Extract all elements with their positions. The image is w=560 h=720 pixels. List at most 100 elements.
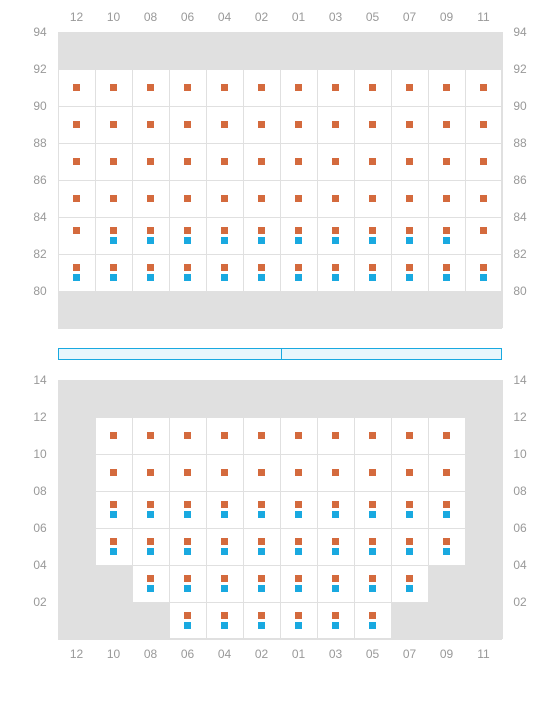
orange-marker: [221, 195, 228, 202]
blue-marker: [258, 274, 265, 281]
blue-marker: [221, 511, 228, 518]
orange-marker: [443, 227, 450, 234]
orange-marker: [295, 501, 302, 508]
row-label-left: 94: [28, 25, 52, 39]
orange-marker: [295, 469, 302, 476]
orange-marker: [184, 158, 191, 165]
col-label: 06: [176, 647, 200, 661]
orange-marker: [147, 432, 154, 439]
upper-section: [58, 32, 502, 328]
blue-marker: [73, 274, 80, 281]
orange-marker: [73, 195, 80, 202]
row-label-left: 06: [28, 521, 52, 535]
orange-marker: [184, 612, 191, 619]
orange-marker: [332, 84, 339, 91]
orange-marker: [406, 575, 413, 582]
blue-marker: [332, 622, 339, 629]
orange-marker: [332, 469, 339, 476]
orange-marker: [221, 158, 228, 165]
orange-marker: [443, 538, 450, 545]
blue-marker: [295, 511, 302, 518]
orange-marker: [480, 121, 487, 128]
orange-marker: [369, 121, 376, 128]
col-label: 01: [287, 647, 311, 661]
blue-marker: [443, 511, 450, 518]
blue-marker: [147, 237, 154, 244]
orange-marker: [332, 432, 339, 439]
orange-marker: [369, 158, 376, 165]
orange-marker: [258, 195, 265, 202]
blue-marker: [443, 548, 450, 555]
orange-marker: [332, 612, 339, 619]
orange-marker: [295, 121, 302, 128]
orange-marker: [480, 84, 487, 91]
orange-marker: [184, 264, 191, 271]
col-label: 03: [324, 647, 348, 661]
col-label: 07: [398, 10, 422, 24]
row-label-left: 04: [28, 558, 52, 572]
row-label-right: 86: [508, 173, 532, 187]
orange-marker: [110, 227, 117, 234]
blue-marker: [406, 274, 413, 281]
blue-marker: [406, 511, 413, 518]
orange-marker: [295, 538, 302, 545]
col-label: 11: [472, 10, 496, 24]
orange-marker: [110, 538, 117, 545]
seating-diagram: 1210080604020103050709119494929290908888…: [0, 0, 560, 720]
orange-marker: [147, 538, 154, 545]
grid-lines: [58, 32, 502, 328]
orange-marker: [221, 121, 228, 128]
row-label-left: 84: [28, 210, 52, 224]
orange-marker: [184, 501, 191, 508]
col-label: 11: [472, 647, 496, 661]
blue-marker: [110, 274, 117, 281]
orange-marker: [258, 264, 265, 271]
blue-marker: [184, 274, 191, 281]
col-label: 04: [213, 10, 237, 24]
blue-marker: [332, 237, 339, 244]
orange-marker: [443, 158, 450, 165]
orange-marker: [110, 432, 117, 439]
orange-marker: [480, 264, 487, 271]
row-label-right: 88: [508, 136, 532, 150]
col-label: 12: [65, 10, 89, 24]
orange-marker: [332, 121, 339, 128]
blue-marker: [110, 511, 117, 518]
orange-marker: [443, 84, 450, 91]
orange-marker: [221, 84, 228, 91]
divider-bar: [58, 348, 502, 360]
blue-marker: [332, 274, 339, 281]
orange-marker: [258, 469, 265, 476]
orange-marker: [295, 227, 302, 234]
col-label: 09: [435, 10, 459, 24]
orange-marker: [295, 612, 302, 619]
orange-marker: [73, 264, 80, 271]
orange-marker: [147, 84, 154, 91]
orange-marker: [147, 227, 154, 234]
orange-marker: [184, 227, 191, 234]
blue-marker: [147, 548, 154, 555]
row-label-left: 10: [28, 447, 52, 461]
orange-marker: [258, 538, 265, 545]
lower-section: [58, 380, 502, 639]
orange-marker: [369, 501, 376, 508]
orange-marker: [332, 264, 339, 271]
orange-marker: [480, 195, 487, 202]
orange-marker: [258, 501, 265, 508]
row-label-left: 90: [28, 99, 52, 113]
col-label: 06: [176, 10, 200, 24]
col-label: 05: [361, 647, 385, 661]
orange-marker: [406, 121, 413, 128]
blue-marker: [443, 274, 450, 281]
blue-marker: [258, 622, 265, 629]
blue-marker: [480, 274, 487, 281]
orange-marker: [73, 121, 80, 128]
blue-marker: [258, 585, 265, 592]
orange-marker: [332, 195, 339, 202]
col-label: 03: [324, 10, 348, 24]
blue-marker: [332, 548, 339, 555]
orange-marker: [369, 195, 376, 202]
blue-marker: [221, 548, 228, 555]
row-label-right: 08: [508, 484, 532, 498]
orange-marker: [110, 264, 117, 271]
